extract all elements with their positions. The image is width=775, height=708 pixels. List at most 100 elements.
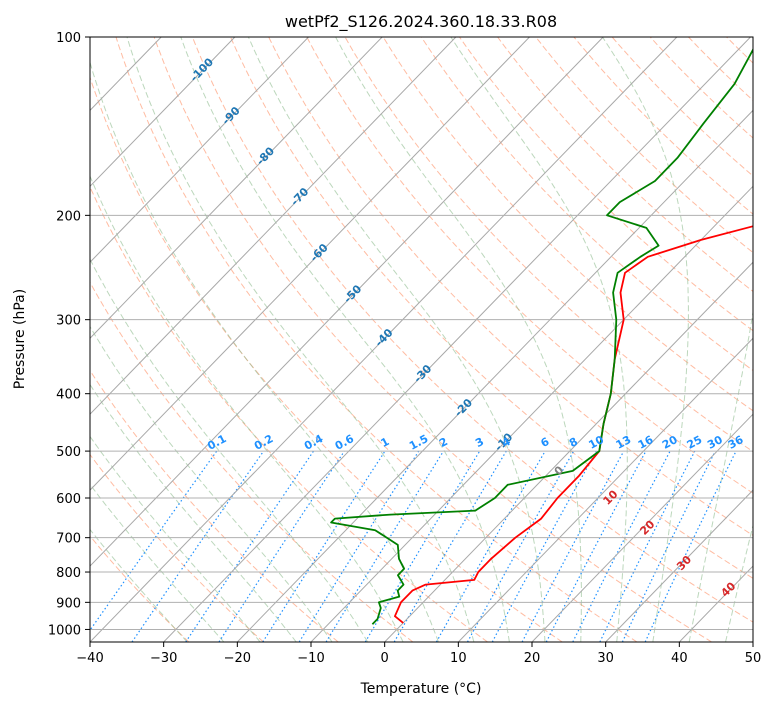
moist-adiabat-label: 30: [674, 553, 694, 573]
dry-adiabat-line: [268, 37, 753, 536]
temperature-line: [394, 225, 753, 624]
x-tick-label: −20: [224, 651, 251, 666]
mixing-ratio-lines: [90, 450, 737, 642]
dry-adiabat-line: [497, 37, 753, 293]
moist-adiabat-label: 10: [601, 487, 621, 507]
isotherms: [90, 37, 753, 642]
y-tick-label: 700: [56, 532, 81, 547]
y-tick-label: 500: [56, 445, 81, 460]
mixing-ratio-label: 1: [379, 435, 392, 450]
mixing-ratio-label: 13: [614, 433, 634, 452]
y-axis: 100 200 300 400 500 600 700 800 900 1000: [48, 31, 90, 638]
x-tick-label: 20: [524, 651, 541, 666]
isotherm-line: [457, 337, 753, 642]
moist-adiabat-line: [725, 523, 753, 642]
mixing-ratio-line: [599, 450, 696, 642]
moist-adiabat-line: [90, 528, 188, 642]
moist-adiabat-line: [180, 37, 510, 642]
isotherm-line: [90, 37, 309, 263]
mixing-ratio-label: 2: [437, 435, 450, 450]
isotherm-line: [605, 489, 753, 642]
mixing-ratio-line: [545, 450, 647, 642]
x-tick-label: 50: [745, 651, 762, 666]
isotherm-label: -20: [452, 396, 475, 420]
y-tick-label: 100: [56, 31, 81, 46]
dry-adiabat-line: [90, 535, 190, 642]
moist-adiabat-label: 20: [637, 517, 657, 537]
x-tick-label: −40: [76, 651, 103, 666]
isotherm-line: [90, 37, 236, 188]
dry-adiabat-line: [649, 37, 753, 139]
mixing-ratio-label: 20: [660, 433, 680, 452]
y-tick-label: 600: [56, 492, 81, 507]
isotherm-label: -90: [220, 104, 243, 128]
dry-adiabat-line: [191, 37, 753, 623]
dry-adiabat-line: [90, 453, 264, 642]
isotherm-line: [90, 37, 678, 642]
moist-adiabat-line: [90, 60, 439, 642]
mixing-ratio-line: [364, 450, 481, 642]
isotherm-label: -80: [254, 144, 277, 168]
isotherm-line: [384, 261, 753, 642]
isotherm-line: [90, 37, 383, 339]
dry-adiabat-line: [688, 37, 753, 102]
mixing-ratio-label: 10: [586, 433, 606, 452]
mixing-ratio-label: 6: [539, 435, 552, 450]
y-tick-label: 200: [56, 209, 81, 224]
moist-adiabat-line: [450, 37, 628, 642]
isotherm-label: -50: [341, 282, 364, 306]
dry-adiabat-line: [90, 185, 488, 642]
mixing-ratio-line: [298, 450, 420, 642]
isotherm-label: -100: [188, 55, 217, 84]
isotherm-line: [163, 37, 751, 642]
y-tick-label: 800: [56, 566, 81, 581]
x-tick-label: 40: [671, 651, 688, 666]
mixing-ratio-line: [644, 450, 737, 642]
plot-frame: [89, 36, 754, 643]
dry-adiabat-line: [765, 37, 775, 642]
moist-adiabat-label: 0: [552, 463, 567, 478]
dry-adiabat-line: [344, 37, 753, 453]
mixing-ratio-label: 0.2: [252, 432, 275, 453]
x-tick-label: −10: [297, 651, 324, 666]
x-tick-label: 0: [381, 651, 389, 666]
dry-adiabat-line: [535, 37, 753, 254]
mixing-ratio-line: [185, 450, 314, 642]
isotherm-line: [752, 641, 753, 642]
y-tick-label: 400: [56, 388, 81, 403]
mixing-ratio-line: [218, 450, 345, 642]
moist-adiabat-line: [126, 37, 475, 642]
y-tick-label: 900: [56, 596, 81, 611]
dewpoint-line: [330, 47, 753, 625]
moist-adiabat-line: [688, 309, 753, 642]
mixing-ratio-label: 36: [726, 433, 746, 452]
mixing-ratio-line: [90, 450, 218, 632]
moist-adiabat-line: [90, 383, 297, 642]
dry-adiabat-line: [306, 37, 753, 494]
mixing-ratio-line: [466, 450, 575, 642]
mixing-ratio-line: [521, 450, 625, 642]
dry-adiabat-line: [726, 37, 753, 64]
moist-adiabat-line: [90, 435, 261, 642]
isotherm-label: -70: [288, 185, 311, 209]
mixing-ratio-line: [131, 450, 265, 642]
isotherm-line: [236, 109, 753, 642]
y-tick-label: 300: [56, 314, 81, 329]
mixing-ratio-label: 25: [685, 433, 705, 452]
dry-adiabat-line: [458, 37, 753, 332]
isotherm-line: [90, 37, 530, 491]
isotherm-line: [90, 37, 604, 567]
x-axis-label: Temperature (°C): [360, 681, 482, 697]
moist-adiabat-line: [602, 37, 689, 642]
isobars: [90, 37, 753, 630]
y-axis-label: Pressure (hPa): [12, 289, 28, 389]
isotherm-label: -30: [411, 362, 434, 386]
moist-adiabat-line: [90, 174, 404, 642]
mixing-ratio-line: [325, 450, 445, 642]
mixing-ratio-label: 30: [705, 433, 725, 452]
x-tick-label: 30: [597, 651, 614, 666]
moist-adiabat-line: [90, 325, 333, 642]
x-tick-label: −30: [150, 651, 177, 666]
isotherm-line: [531, 413, 753, 642]
